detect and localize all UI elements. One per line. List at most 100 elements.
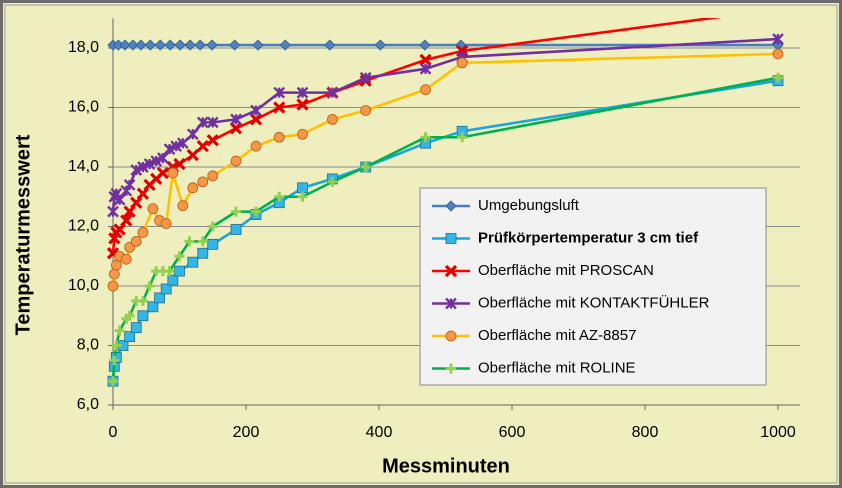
marker — [124, 310, 135, 321]
series — [107, 33, 784, 218]
marker — [111, 340, 122, 351]
y-tick-label: 8,0 — [77, 337, 99, 354]
marker — [250, 140, 262, 152]
marker — [206, 116, 219, 129]
legend-item: Prüfkörpertemperatur 3 cm tief — [432, 229, 699, 246]
marker — [297, 182, 308, 194]
marker — [177, 200, 189, 212]
marker — [160, 218, 172, 229]
legend-label: Oberfläche mit PROSCAN — [478, 262, 654, 279]
marker — [130, 235, 142, 247]
marker — [144, 39, 156, 51]
chart-frame-inner — [4, 4, 838, 484]
marker — [772, 48, 784, 60]
marker — [229, 39, 241, 51]
y-axis-title: Temperaturmesswert — [12, 134, 34, 335]
marker — [107, 205, 119, 218]
marker — [360, 162, 371, 172]
marker — [359, 71, 372, 84]
marker — [772, 33, 784, 45]
marker — [176, 137, 189, 150]
marker — [114, 325, 125, 336]
marker — [187, 256, 199, 268]
marker — [163, 143, 176, 155]
marker — [137, 227, 149, 238]
marker — [127, 39, 139, 51]
y-tick-label: 12,0 — [68, 218, 99, 235]
marker — [296, 98, 309, 111]
marker — [773, 72, 783, 83]
marker — [147, 203, 159, 215]
marker — [164, 39, 176, 51]
legend-item: Oberfläche mit PROSCAN — [432, 262, 654, 279]
marker — [135, 39, 147, 51]
x-axis-title: Messminuten — [382, 455, 510, 477]
legend-label: Prüfkörpertemperatur 3 cm tief — [478, 229, 699, 246]
marker — [360, 105, 372, 116]
y-tick-label: 6,0 — [77, 396, 99, 413]
marker — [186, 148, 199, 162]
marker — [110, 259, 122, 271]
marker — [174, 251, 185, 262]
marker — [231, 206, 242, 217]
marker — [184, 236, 195, 247]
marker — [113, 193, 126, 206]
legend-label: Oberfläche mit ROLINE — [478, 359, 636, 376]
marker — [297, 191, 308, 202]
x-tick-label: 1000 — [760, 424, 796, 441]
marker — [173, 157, 186, 171]
legend-label: Umgebungsluft — [478, 197, 580, 214]
marker — [186, 128, 199, 141]
y-tick-label: 10,0 — [68, 277, 99, 294]
marker — [123, 179, 136, 191]
marker — [419, 53, 432, 67]
marker — [419, 39, 431, 51]
marker — [123, 205, 136, 218]
marker — [197, 236, 208, 247]
marker — [120, 253, 132, 265]
marker — [130, 164, 143, 176]
marker — [130, 196, 143, 209]
series — [107, 48, 784, 292]
legend-item: Umgebungsluft — [432, 197, 580, 214]
marker — [164, 266, 175, 277]
marker — [207, 170, 219, 182]
marker — [109, 355, 120, 366]
marker — [420, 84, 431, 96]
marker — [174, 39, 186, 51]
marker — [170, 140, 183, 153]
marker — [420, 132, 431, 143]
marker — [137, 310, 149, 322]
marker — [252, 39, 264, 51]
marker — [229, 122, 243, 135]
legend-label: Oberfläche mit AZ-8857 — [478, 327, 636, 344]
marker — [326, 86, 339, 99]
marker — [120, 214, 133, 227]
marker — [250, 206, 261, 217]
marker — [446, 363, 456, 374]
marker — [196, 140, 209, 153]
marker — [107, 280, 119, 292]
marker — [154, 292, 165, 304]
marker — [137, 295, 148, 306]
series — [108, 72, 783, 387]
plot — [106, 18, 784, 387]
y-tick-label: 18,0 — [68, 39, 99, 56]
marker — [273, 101, 286, 114]
marker — [445, 297, 457, 310]
marker — [327, 114, 338, 125]
marker — [230, 224, 242, 235]
y-tick-label: 16,0 — [68, 99, 99, 116]
marker — [108, 268, 120, 280]
marker — [196, 116, 209, 129]
marker — [296, 86, 309, 99]
marker — [194, 39, 206, 51]
legend-label: Oberfläche mit KONTAKTFÜHLER — [478, 293, 710, 311]
marker — [154, 39, 166, 51]
x-tick-label: 400 — [366, 424, 393, 441]
marker — [167, 167, 179, 179]
marker — [457, 132, 468, 143]
marker — [279, 39, 291, 51]
